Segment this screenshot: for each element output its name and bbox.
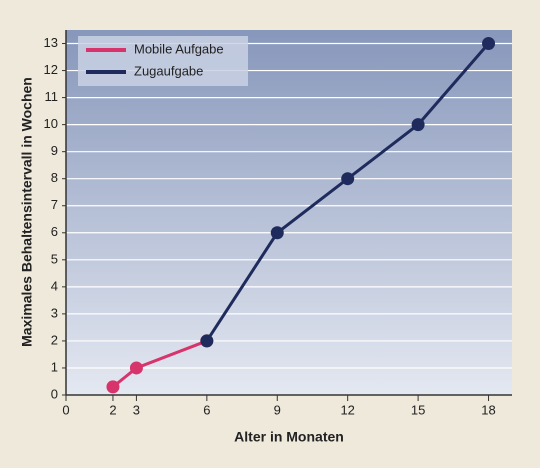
y-tick-label: 4 [51, 278, 58, 293]
x-tick-label: 0 [62, 402, 69, 417]
y-tick-label: 0 [51, 386, 58, 401]
legend-label: Zugaufgabe [134, 63, 203, 78]
y-tick-label: 5 [51, 251, 58, 266]
legend-label: Mobile Aufgabe [134, 41, 224, 56]
y-tick-label: 11 [45, 89, 59, 104]
x-tick-label: 6 [203, 402, 210, 417]
y-tick-label: 2 [51, 332, 58, 347]
x-tick-label: 3 [133, 402, 140, 417]
y-tick-label: 7 [51, 197, 58, 212]
x-tick-label: 12 [340, 402, 354, 417]
x-tick-label: 18 [481, 402, 495, 417]
data-point [200, 334, 214, 348]
x-axis-title: Alter in Monaten [234, 429, 344, 445]
y-tick-label: 12 [44, 62, 58, 77]
data-point [482, 37, 496, 51]
y-tick-label: 6 [51, 224, 58, 239]
data-point [129, 361, 143, 375]
y-tick-label: 10 [44, 116, 58, 131]
y-tick-label: 9 [51, 143, 58, 158]
x-tick-label: 9 [274, 402, 281, 417]
x-tick-label: 2 [109, 402, 116, 417]
data-point [411, 118, 425, 132]
y-tick-label: 8 [51, 170, 58, 185]
y-tick-label: 13 [44, 35, 58, 50]
data-point [341, 172, 355, 186]
legend-box [78, 36, 248, 86]
y-tick-label: 3 [51, 305, 58, 320]
x-tick-label: 15 [411, 402, 425, 417]
plot-area [66, 30, 512, 395]
y-tick-label: 1 [51, 359, 58, 374]
data-point [106, 380, 120, 394]
data-point [270, 226, 284, 240]
y-axis-title: Maximales Behaltensintervall in Wochen [19, 77, 35, 347]
